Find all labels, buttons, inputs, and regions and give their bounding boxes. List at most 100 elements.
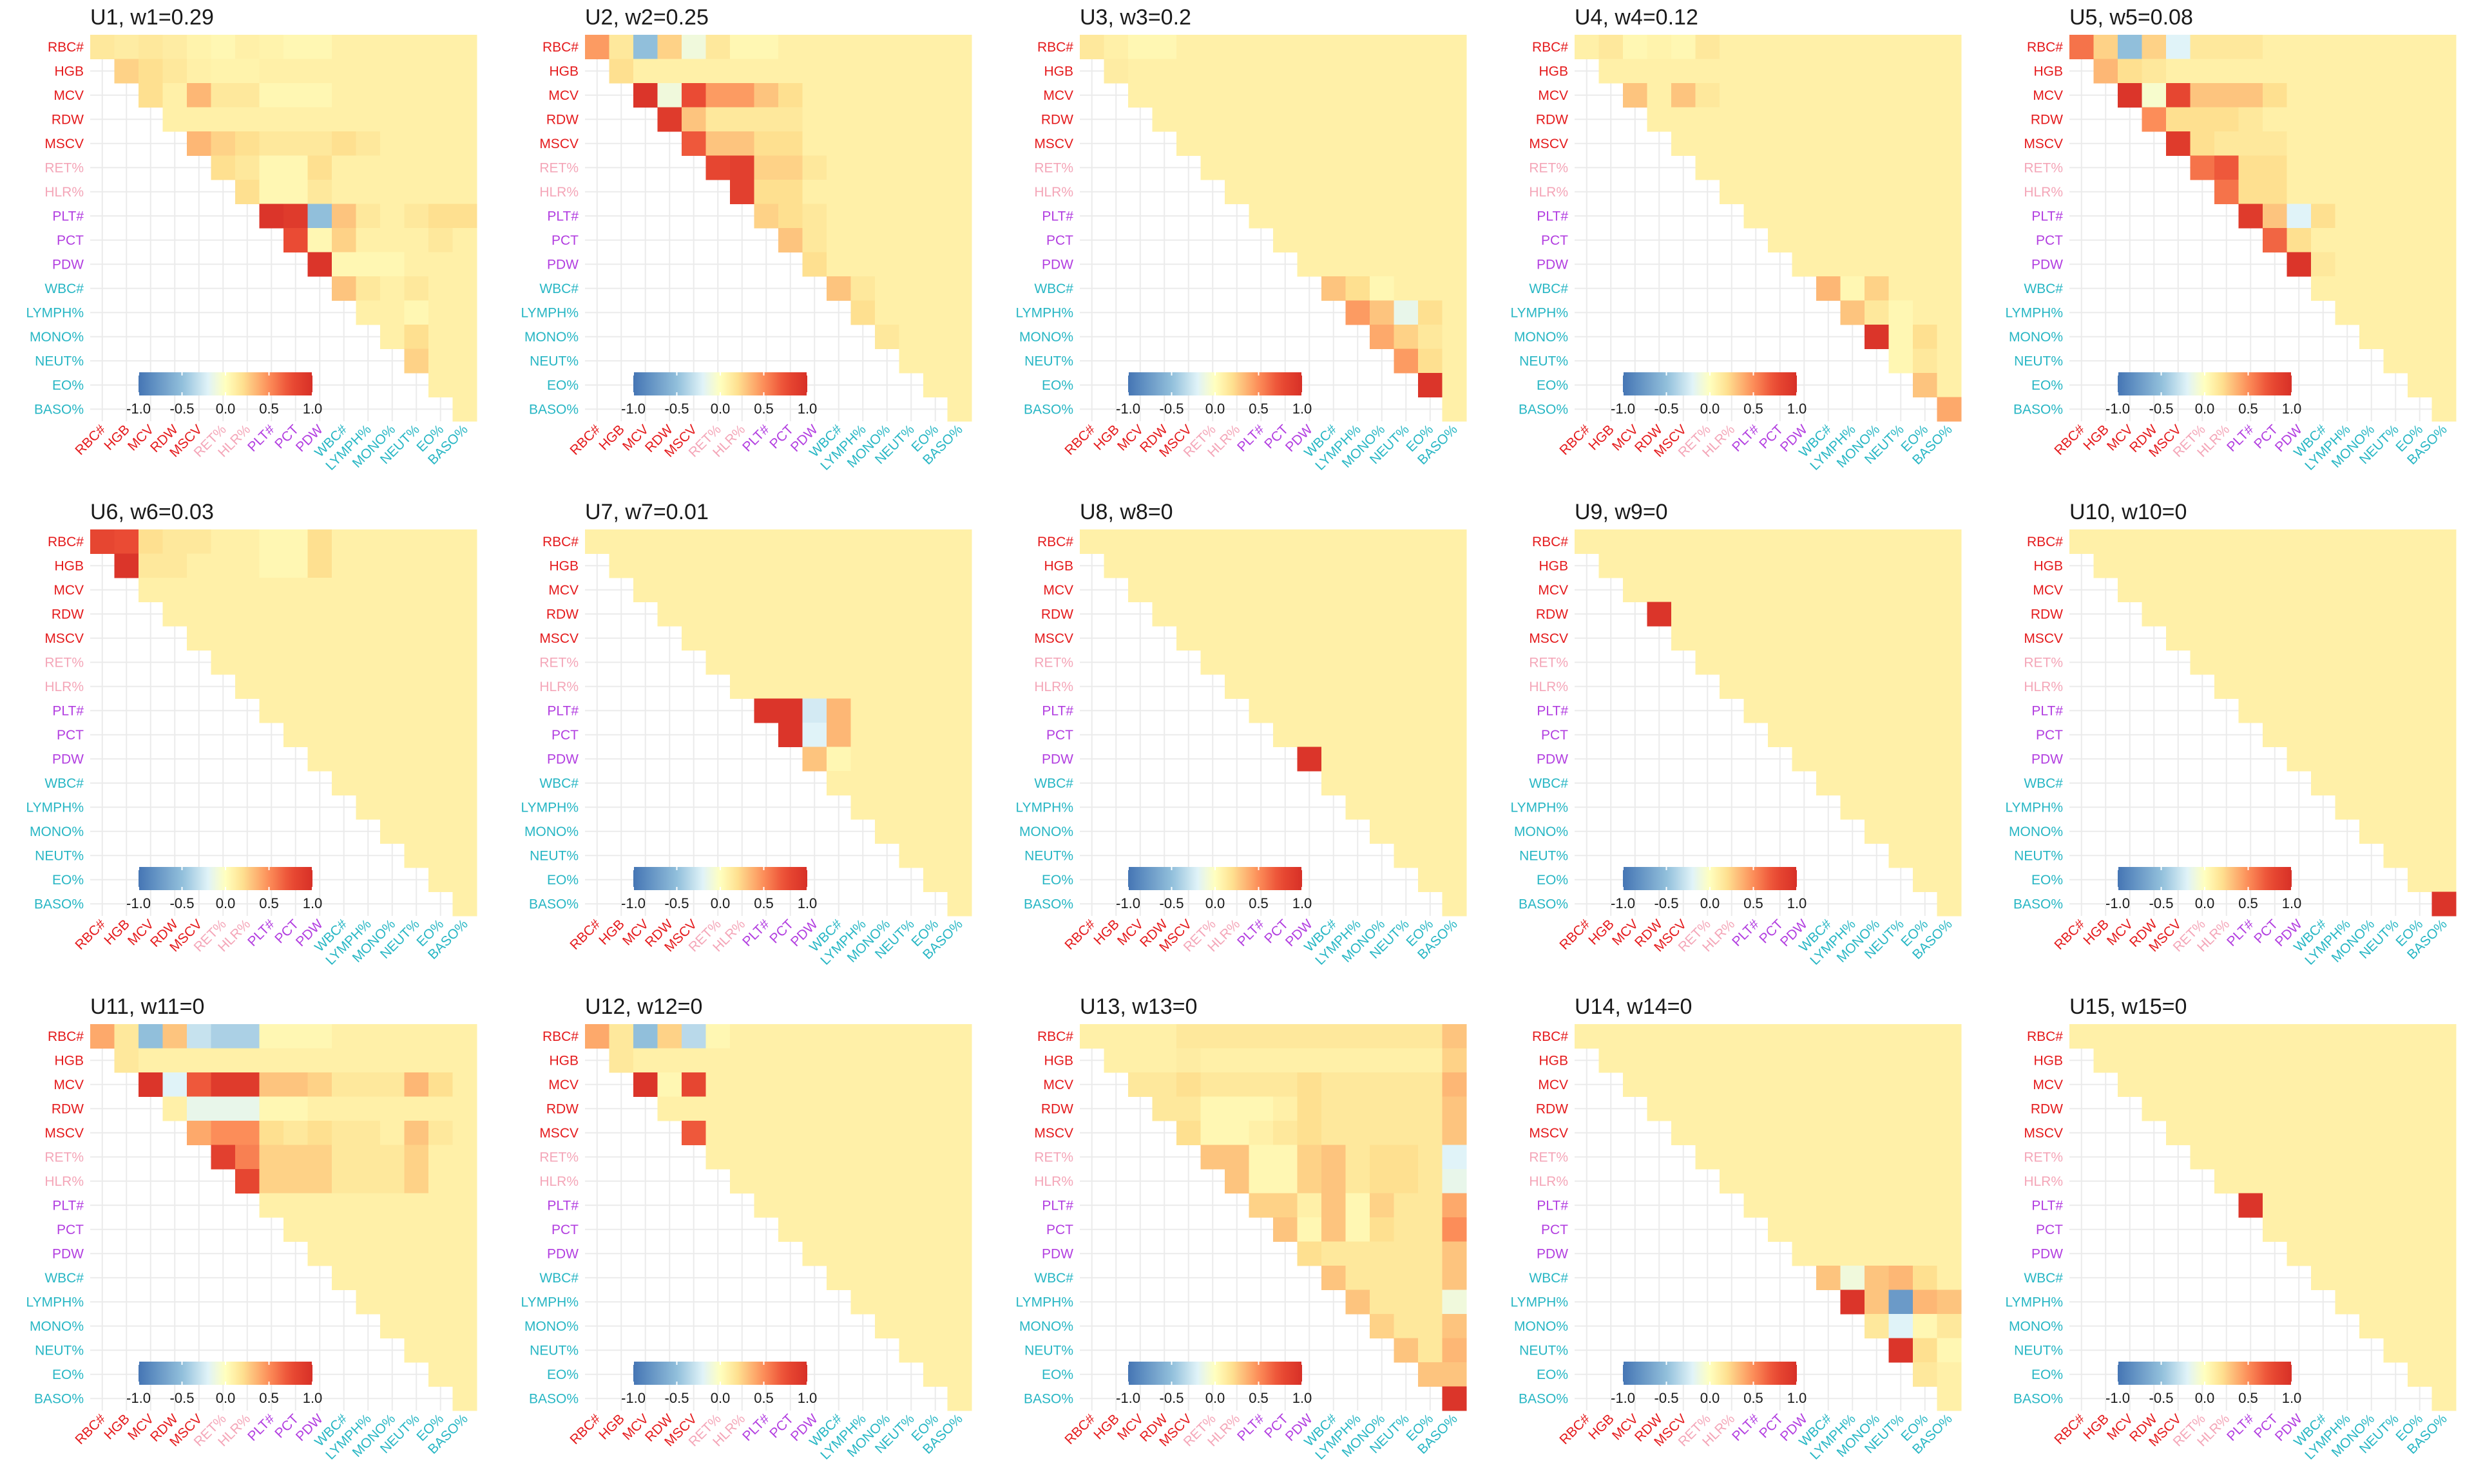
colorbar-tick-label: 1.0 bbox=[798, 895, 818, 911]
heatmap-cell bbox=[380, 59, 405, 84]
heatmap-cell bbox=[1695, 59, 1720, 84]
y-tick-label: PCT bbox=[57, 233, 84, 248]
heatmap-cell bbox=[682, 1121, 706, 1145]
heatmap-cell bbox=[609, 1024, 634, 1049]
heatmap-cell bbox=[1442, 529, 1467, 554]
heatmap-cell bbox=[404, 529, 429, 554]
heatmap-cell bbox=[2142, 1096, 2167, 1121]
heatmap-cell bbox=[187, 529, 211, 554]
heatmap-cell bbox=[1768, 674, 1792, 699]
heatmap-cell bbox=[380, 1145, 405, 1170]
heatmap-cell bbox=[2431, 373, 2457, 397]
y-tick-label: EO% bbox=[2031, 378, 2063, 393]
y-tick-label: HGB bbox=[1044, 64, 1073, 79]
heatmap-cell bbox=[1442, 131, 1467, 156]
x-tick-label: HGB bbox=[2080, 422, 2111, 453]
heatmap-cell bbox=[1720, 1145, 1744, 1170]
heatmap-cell bbox=[682, 107, 706, 132]
heatmap-cell bbox=[875, 819, 899, 844]
heatmap-cell bbox=[705, 1072, 731, 1097]
heatmap-cell bbox=[428, 155, 453, 180]
heatmap-cell bbox=[2238, 35, 2263, 59]
heatmap-cell bbox=[332, 1072, 356, 1097]
y-tick-label: WBC# bbox=[1034, 1271, 1073, 1286]
heatmap-cell bbox=[1816, 1241, 1841, 1266]
heatmap-cell bbox=[2166, 626, 2191, 651]
heatmap-cell bbox=[259, 650, 284, 675]
heatmap-cell bbox=[1200, 1048, 1225, 1073]
heatmap-cell bbox=[1913, 1024, 1937, 1049]
heatmap-cell bbox=[705, 602, 731, 627]
heatmap-cell bbox=[1913, 131, 1937, 156]
heatmap-cell bbox=[139, 529, 163, 554]
heatmap-cell bbox=[2335, 1241, 2360, 1266]
heatmap-cell bbox=[404, 747, 429, 772]
colorbar-tick-label: 1.0 bbox=[1787, 1390, 1807, 1406]
heatmap-cell bbox=[380, 228, 405, 252]
heatmap-cell bbox=[1937, 819, 1962, 844]
heatmap-cell bbox=[1865, 602, 1889, 627]
heatmap-cell bbox=[1888, 252, 1913, 277]
heatmap-cell bbox=[1176, 83, 1201, 108]
heatmap-cell bbox=[452, 650, 477, 675]
heatmap-cell bbox=[633, 35, 658, 59]
heatmap-cell bbox=[827, 553, 851, 578]
heatmap-cell bbox=[1370, 252, 1394, 277]
heatmap-cell bbox=[1370, 228, 1394, 252]
heatmap-cell bbox=[2383, 747, 2408, 772]
heatmap-cell bbox=[730, 602, 754, 627]
heatmap-cell bbox=[1888, 529, 1913, 554]
y-tick-label: MCV bbox=[2033, 583, 2063, 598]
heatmap-cell bbox=[1816, 1266, 1841, 1290]
heatmap-cell bbox=[404, 1072, 429, 1097]
heatmap-cell bbox=[1888, 626, 1913, 651]
heatmap-cell bbox=[1442, 1386, 1467, 1411]
y-tick-label: RDW bbox=[2031, 112, 2063, 127]
heatmap-cell bbox=[404, 1289, 429, 1315]
heatmap-cell bbox=[947, 35, 972, 59]
heatmap-cell bbox=[1840, 674, 1865, 699]
colorbar-tick-label: 1.0 bbox=[2282, 1390, 2302, 1406]
heatmap-cell bbox=[730, 35, 754, 59]
heatmap-cell bbox=[899, 83, 924, 108]
y-tick-label: RDW bbox=[1041, 1101, 1073, 1116]
heatmap-cell bbox=[923, 1193, 948, 1218]
heatmap-cell bbox=[1695, 107, 1720, 132]
heatmap-cell bbox=[380, 131, 405, 156]
y-tick-label: BASO% bbox=[2013, 897, 2063, 911]
heatmap-cell bbox=[947, 698, 972, 723]
heatmap-cell bbox=[452, 252, 477, 277]
heatmap-cell bbox=[1370, 1217, 1394, 1242]
heatmap-cell bbox=[2431, 1048, 2457, 1073]
heatmap-cell bbox=[404, 1338, 429, 1363]
heatmap-cell bbox=[899, 180, 924, 204]
heatmap-cell bbox=[1394, 348, 1419, 374]
heatmap-cell bbox=[923, 1024, 948, 1049]
heatmap-cell bbox=[1321, 276, 1346, 301]
y-tick-label: MCV bbox=[1538, 1078, 1568, 1092]
y-tick-label: BASO% bbox=[34, 402, 84, 417]
y-tick-label: RBC# bbox=[1037, 1029, 1073, 1044]
panel-title: U12, w12=0 bbox=[585, 994, 702, 1019]
heatmap-cell bbox=[682, 626, 706, 651]
heatmap-cell bbox=[1249, 1193, 1274, 1218]
heatmap-cell bbox=[1792, 1096, 1817, 1121]
heatmap-cell bbox=[2214, 578, 2239, 602]
heatmap-cell bbox=[2311, 1096, 2335, 1121]
heatmap-cell bbox=[1152, 59, 1177, 84]
heatmap-cell bbox=[1418, 107, 1443, 132]
heatmap-cell bbox=[827, 252, 851, 277]
heatmap-cell bbox=[802, 1169, 827, 1194]
y-tick-label: LYMPH% bbox=[2006, 305, 2063, 320]
heatmap-cell bbox=[2431, 1169, 2457, 1194]
y-tick-label: MSCV bbox=[1034, 137, 1073, 151]
heatmap-cell bbox=[1671, 35, 1696, 59]
heatmap-cell bbox=[2166, 602, 2191, 627]
colorbar-tick-label: 1.0 bbox=[798, 401, 818, 417]
y-tick-label: MSCV bbox=[2024, 1126, 2063, 1141]
heatmap-cell bbox=[452, 795, 477, 820]
x-tick-label: HGB bbox=[596, 422, 627, 453]
heatmap-cell bbox=[633, 529, 658, 554]
heatmap-cell bbox=[1394, 325, 1419, 349]
heatmap-cell bbox=[211, 83, 236, 108]
